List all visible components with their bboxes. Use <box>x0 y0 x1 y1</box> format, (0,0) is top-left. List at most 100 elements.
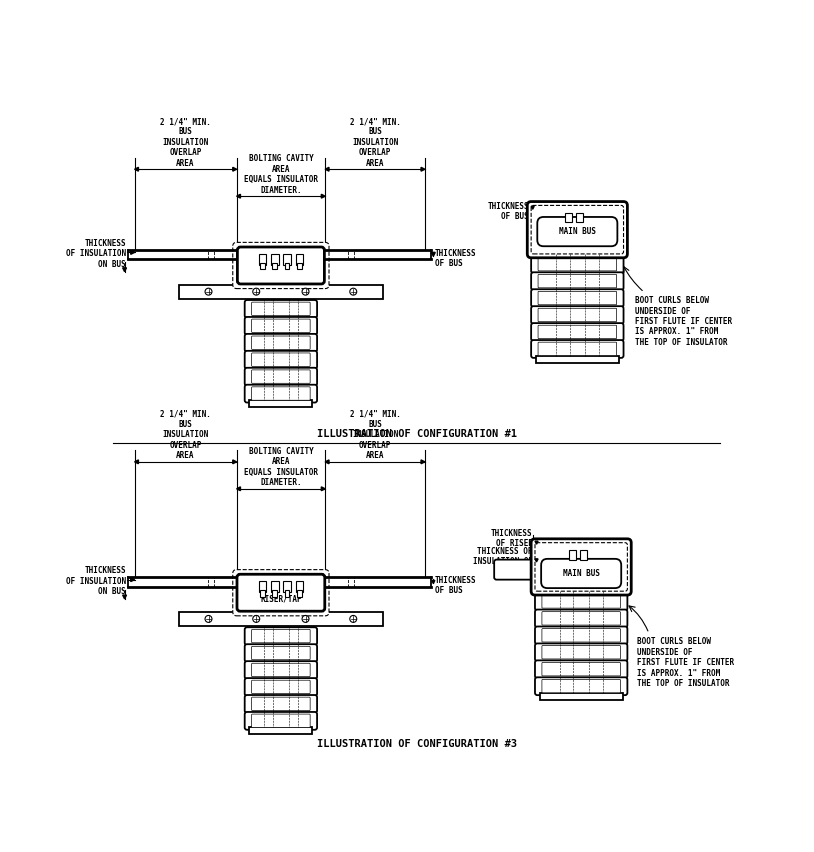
FancyBboxPatch shape <box>542 679 620 693</box>
FancyBboxPatch shape <box>531 340 624 358</box>
Polygon shape <box>237 486 240 491</box>
Text: THICKNESS
OF INSULATION
ON BUS: THICKNESS OF INSULATION ON BUS <box>66 239 126 269</box>
Text: THICKNESS
OF INSULATION
ON BUS: THICKNESS OF INSULATION ON BUS <box>66 567 126 596</box>
FancyBboxPatch shape <box>252 714 310 728</box>
FancyBboxPatch shape <box>245 351 317 369</box>
FancyBboxPatch shape <box>252 336 310 349</box>
FancyBboxPatch shape <box>535 660 628 678</box>
Text: ILLUSTRATION OF CONFIGURATION #3: ILLUSTRATION OF CONFIGURATION #3 <box>317 740 517 750</box>
Text: MAIN BUS: MAIN BUS <box>559 227 596 236</box>
FancyBboxPatch shape <box>252 370 310 383</box>
Bar <box>295 581 303 592</box>
Bar <box>249 728 313 734</box>
Text: THICKNESS OF
INSULATION ON
RISER: THICKNESS OF INSULATION ON RISER <box>473 546 532 576</box>
Text: 2 1/4" MIN.
BUS
INSULATION
OVERLAP
AREA: 2 1/4" MIN. BUS INSULATION OVERLAP AREA <box>349 117 400 168</box>
Bar <box>297 263 302 269</box>
FancyBboxPatch shape <box>538 291 616 305</box>
Bar <box>580 550 587 560</box>
FancyBboxPatch shape <box>538 308 616 322</box>
Text: THICKNESS
OF BUS: THICKNESS OF BUS <box>488 202 529 221</box>
FancyBboxPatch shape <box>542 646 620 659</box>
FancyBboxPatch shape <box>535 543 628 591</box>
Circle shape <box>205 615 212 622</box>
Bar <box>273 263 277 269</box>
FancyBboxPatch shape <box>252 319 310 332</box>
FancyBboxPatch shape <box>238 247 325 284</box>
FancyBboxPatch shape <box>245 385 317 402</box>
Polygon shape <box>325 167 329 171</box>
Text: 2 1/4" MIN.
BUS
INSULATION
OVERLAP
AREA: 2 1/4" MIN. BUS INSULATION OVERLAP AREA <box>160 410 211 460</box>
Bar <box>569 550 575 560</box>
FancyBboxPatch shape <box>538 274 616 288</box>
Bar <box>540 693 623 699</box>
Polygon shape <box>322 194 325 199</box>
Polygon shape <box>535 559 538 562</box>
Polygon shape <box>237 194 240 199</box>
Text: THICKNESS
OF RISER: THICKNESS OF RISER <box>491 529 532 548</box>
Text: BOOT CURLS BELOW
UNDERSIDE OF
FIRST FLUTE IF CENTER
IS APPROX. 1" FROM
THE TOP O: BOOT CURLS BELOW UNDERSIDE OF FIRST FLUT… <box>635 296 733 347</box>
FancyBboxPatch shape <box>541 559 621 588</box>
FancyBboxPatch shape <box>245 627 317 645</box>
FancyBboxPatch shape <box>252 680 310 694</box>
Text: BOLTING CAVITY
AREA
EQUALS INSULATOR
DIAMETER.: BOLTING CAVITY AREA EQUALS INSULATOR DIA… <box>244 447 318 487</box>
Circle shape <box>350 288 357 295</box>
Bar <box>283 581 291 592</box>
FancyBboxPatch shape <box>535 593 628 610</box>
FancyBboxPatch shape <box>245 712 317 730</box>
Bar <box>536 355 619 362</box>
Polygon shape <box>421 167 425 171</box>
Text: 2 1/4" MIN.
BUS
INSULATION
OVERLAP
AREA: 2 1/4" MIN. BUS INSULATION OVERLAP AREA <box>349 410 400 460</box>
FancyBboxPatch shape <box>245 300 317 318</box>
FancyBboxPatch shape <box>542 595 620 608</box>
Polygon shape <box>123 268 126 272</box>
Polygon shape <box>431 252 435 256</box>
Bar <box>273 590 277 596</box>
Circle shape <box>302 288 309 295</box>
Circle shape <box>253 288 260 295</box>
FancyBboxPatch shape <box>527 202 628 258</box>
Circle shape <box>302 615 309 622</box>
Polygon shape <box>535 541 538 544</box>
Text: 2 1/4" MIN.
BUS
INSULATION
OVERLAP
AREA: 2 1/4" MIN. BUS INSULATION OVERLAP AREA <box>160 117 211 168</box>
Polygon shape <box>431 580 435 584</box>
Circle shape <box>350 615 357 622</box>
Text: THICKNESS
OF BUS: THICKNESS OF BUS <box>435 249 476 268</box>
FancyBboxPatch shape <box>535 609 628 627</box>
Bar <box>249 400 313 407</box>
Circle shape <box>253 615 260 622</box>
Circle shape <box>205 288 212 295</box>
Bar <box>297 590 302 596</box>
FancyBboxPatch shape <box>245 695 317 713</box>
FancyBboxPatch shape <box>531 306 624 324</box>
FancyBboxPatch shape <box>542 663 620 676</box>
Bar <box>285 263 289 269</box>
FancyBboxPatch shape <box>252 647 310 659</box>
FancyBboxPatch shape <box>245 368 317 386</box>
FancyBboxPatch shape <box>538 325 616 338</box>
Bar <box>260 263 265 269</box>
Text: BOLTING CAVITY
AREA
EQUALS INSULATOR
DIAMETER.: BOLTING CAVITY AREA EQUALS INSULATOR DIA… <box>244 154 318 194</box>
FancyBboxPatch shape <box>245 678 317 696</box>
Text: RISER/TAP: RISER/TAP <box>260 595 302 603</box>
Bar <box>565 213 572 222</box>
FancyBboxPatch shape <box>233 242 329 289</box>
FancyBboxPatch shape <box>535 677 628 695</box>
Text: MAIN BUS: MAIN BUS <box>562 569 600 578</box>
Polygon shape <box>131 250 134 254</box>
FancyBboxPatch shape <box>531 538 631 595</box>
Text: BOOT CURLS BELOW
UNDERSIDE OF
FIRST FLUTE IF CENTER
IS APPROX. 1" FROM
THE TOP O: BOOT CURLS BELOW UNDERSIDE OF FIRST FLUT… <box>637 637 734 688</box>
Bar <box>259 254 266 265</box>
FancyBboxPatch shape <box>252 630 310 642</box>
FancyBboxPatch shape <box>531 205 624 254</box>
Bar <box>179 612 383 626</box>
FancyBboxPatch shape <box>538 343 616 355</box>
FancyBboxPatch shape <box>494 560 541 579</box>
FancyBboxPatch shape <box>245 334 317 352</box>
Polygon shape <box>421 460 425 463</box>
FancyBboxPatch shape <box>542 629 620 642</box>
FancyBboxPatch shape <box>252 302 310 315</box>
Polygon shape <box>233 167 237 171</box>
FancyBboxPatch shape <box>537 217 617 246</box>
FancyBboxPatch shape <box>542 612 620 625</box>
FancyBboxPatch shape <box>245 317 317 335</box>
